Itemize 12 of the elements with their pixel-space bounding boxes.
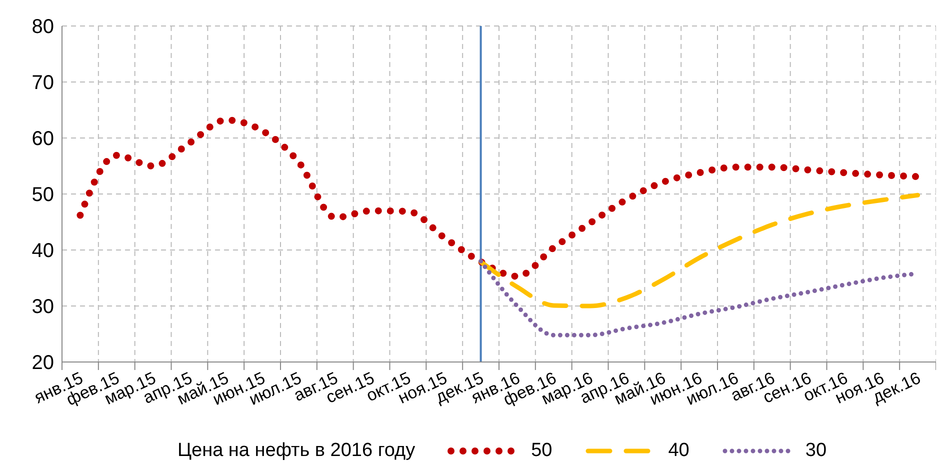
legend-label: 50 xyxy=(531,440,552,462)
y-tick-label: 80 xyxy=(32,16,54,38)
legend-label: 30 xyxy=(805,440,827,462)
y-tick-label: 60 xyxy=(32,128,54,150)
legend-title: Цена на нефть в 2016 году xyxy=(177,440,416,462)
line-series xyxy=(478,192,920,308)
y-tick-label: 50 xyxy=(32,184,54,206)
legend-label: 40 xyxy=(668,440,690,462)
y-tick-label: 70 xyxy=(32,72,54,94)
y-tick-label: 20 xyxy=(32,352,54,374)
y-tick-label: 40 xyxy=(32,240,54,262)
y-tick-label: 30 xyxy=(32,296,54,318)
